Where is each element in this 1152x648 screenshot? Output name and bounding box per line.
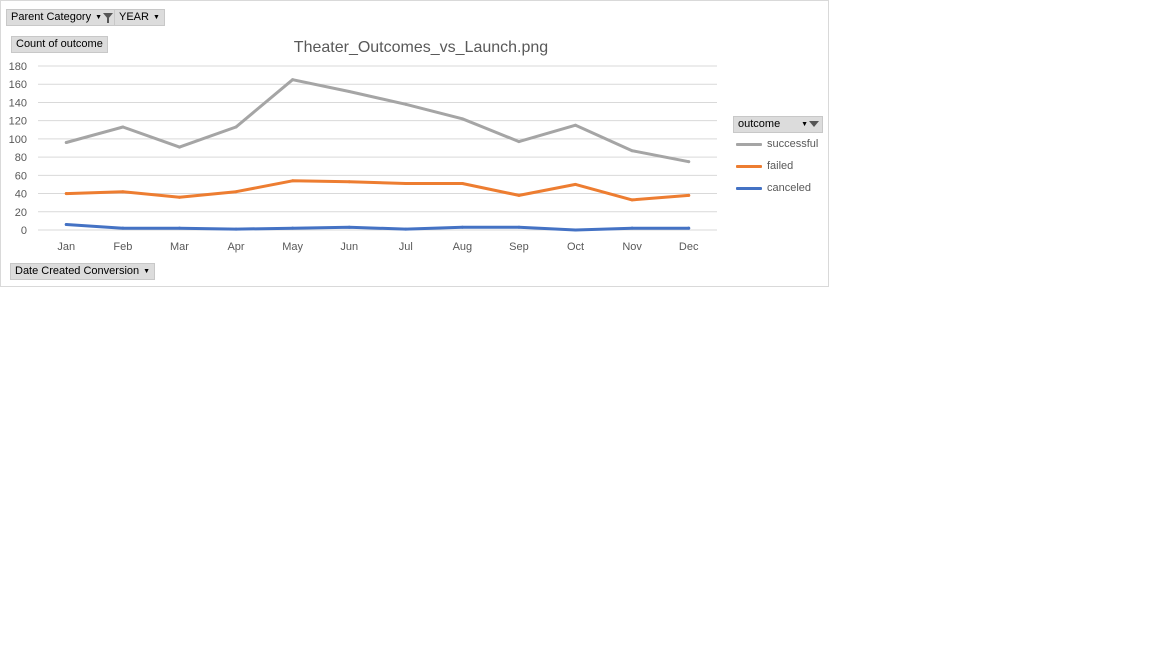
data-point-failed	[291, 179, 295, 183]
data-point-successful	[121, 125, 125, 129]
data-point-canceled	[687, 226, 691, 230]
parent-category-label: Parent Category	[11, 11, 92, 23]
data-point-successful	[234, 125, 238, 129]
legend-swatch-successful	[736, 143, 762, 146]
data-point-canceled	[630, 226, 634, 230]
legend-field-button[interactable]: outcome ▼	[733, 116, 823, 133]
data-point-successful	[574, 123, 578, 127]
x-tick-label: Jul	[399, 241, 413, 253]
data-point-failed	[630, 198, 634, 202]
data-point-successful	[291, 78, 295, 82]
line-chart: 0 20 40 60 80 100 120 140 160 180 Jan Feb Mar Apr May J…	[9, 61, 717, 253]
y-tick-label: 100	[9, 134, 27, 146]
chevron-down-icon: ▼	[801, 121, 808, 128]
data-point-successful	[460, 117, 464, 121]
value-field-tag: Count of outcome	[11, 36, 108, 53]
x-tick-label: Feb	[113, 241, 132, 253]
series-line-successful	[64, 78, 691, 164]
data-point-failed	[460, 182, 464, 186]
series-line-failed	[64, 179, 691, 202]
filter-icon	[809, 121, 819, 127]
legend-item-canceled[interactable]: canceled	[733, 177, 823, 199]
data-point-failed	[234, 190, 238, 194]
legend-item-successful[interactable]: successful	[733, 133, 823, 155]
data-point-failed	[347, 180, 351, 184]
chevron-down-icon: ▼	[152, 14, 160, 21]
x-tick-label: Jun	[340, 241, 358, 253]
data-point-successful	[687, 160, 691, 164]
x-tick-label: Apr	[227, 241, 244, 253]
data-point-canceled	[404, 227, 408, 231]
year-filter-button[interactable]: YEAR ▼	[114, 9, 165, 26]
data-point-failed	[404, 182, 408, 186]
x-tick-label: Dec	[679, 241, 699, 253]
data-point-canceled	[234, 227, 238, 231]
legend-label-canceled: canceled	[767, 182, 812, 194]
data-point-successful	[404, 102, 408, 106]
y-tick-label: 40	[15, 189, 27, 201]
y-tick-label: 120	[9, 116, 27, 128]
chevron-down-icon: ▼	[143, 268, 151, 275]
axis-field-button[interactable]: Date Created Conversion ▼	[10, 263, 156, 280]
data-point-canceled	[177, 226, 181, 230]
y-tick-label: 80	[15, 152, 27, 164]
x-tick-label: Nov	[622, 241, 642, 253]
y-tick-label: 0	[21, 225, 27, 237]
x-tick-label: Aug	[453, 241, 473, 253]
data-point-canceled	[574, 228, 578, 232]
data-point-failed	[574, 182, 578, 186]
data-point-failed	[121, 190, 125, 194]
data-point-failed	[517, 193, 521, 197]
series-line-canceled	[64, 223, 691, 232]
legend-swatch-failed	[736, 165, 762, 168]
axis-field-label: Date Created Conversion	[15, 265, 140, 277]
data-point-successful	[177, 145, 181, 149]
y-tick-label: 160	[9, 79, 27, 91]
y-tick-label: 180	[9, 61, 27, 73]
legend-field-label: outcome	[738, 118, 781, 130]
data-point-successful	[64, 141, 68, 145]
data-point-canceled	[460, 225, 464, 229]
y-tick-label: 60	[15, 170, 27, 182]
legend-item-failed[interactable]: failed	[733, 155, 823, 177]
y-tick-label: 140	[9, 97, 27, 109]
data-point-failed	[687, 193, 691, 197]
x-tick-label: Mar	[170, 241, 189, 253]
y-tick-label: 20	[15, 207, 27, 219]
legend-label-failed: failed	[767, 160, 794, 172]
chart-title: Theater_Outcomes_vs_Launch.png	[293, 39, 549, 56]
data-point-successful	[517, 140, 521, 144]
data-point-canceled	[517, 225, 521, 229]
parent-category-filter-button[interactable]: Parent Category ▼	[6, 9, 119, 26]
data-point-successful	[347, 90, 351, 94]
legend-swatch-canceled	[736, 187, 762, 190]
data-point-successful	[630, 149, 634, 153]
filter-icon	[103, 13, 114, 23]
data-point-canceled	[64, 223, 68, 227]
x-tick-label: May	[282, 241, 303, 253]
data-point-canceled	[291, 226, 295, 230]
data-point-failed	[177, 195, 181, 199]
chevron-down-icon: ▼	[95, 14, 103, 21]
chart-frame: Parent Category ▼ YEAR ▼ Count of outcome …	[0, 0, 829, 287]
x-tick-label: Sep	[509, 241, 529, 253]
year-label: YEAR	[119, 11, 149, 23]
data-point-canceled	[121, 226, 125, 230]
data-point-failed	[64, 192, 68, 196]
legend: outcome ▼ successful failed canceled	[733, 116, 823, 199]
x-tick-label: Oct	[567, 241, 584, 253]
data-point-canceled	[347, 225, 351, 229]
x-tick-label: Jan	[57, 241, 75, 253]
legend-label-successful: successful	[767, 138, 819, 150]
